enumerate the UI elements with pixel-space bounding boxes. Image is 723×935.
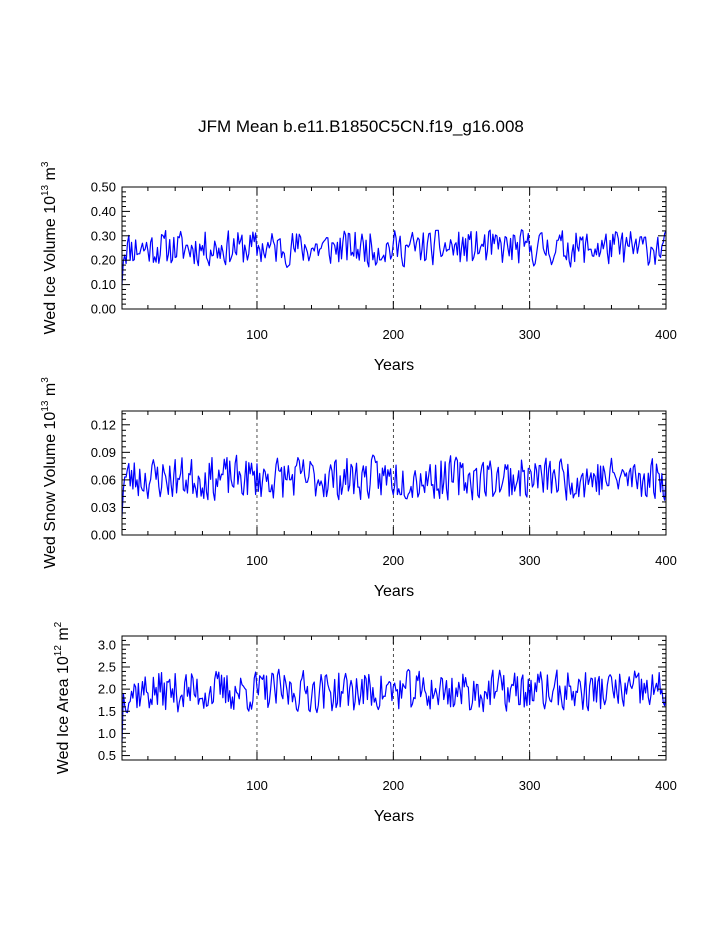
- y-tick-label: 0.20: [91, 253, 116, 268]
- y-label-unit: m: [42, 383, 59, 401]
- y-axis-label: Wed Snow Volume 1013 m3: [40, 377, 59, 569]
- y-label-unit-exp: 3: [40, 161, 51, 167]
- x-tick-label: 300: [519, 327, 541, 342]
- y-tick-label: 0.00: [91, 528, 116, 543]
- y-tick-label: 0.10: [91, 277, 116, 292]
- y-label-prefix: Wed Ice Area 10: [55, 656, 72, 774]
- y-tick-label: 0.50: [91, 180, 116, 195]
- figure-title: JFM Mean b.e11.B1850C5CN.f19_g16.008: [198, 117, 524, 136]
- y-label-prefix: Wed Ice Volume 10: [42, 196, 59, 335]
- y-tick-label: 0.5: [98, 748, 116, 763]
- y-tick-label: 0.40: [91, 204, 116, 219]
- x-tick-label: 400: [655, 327, 677, 342]
- plot-frame: [121, 186, 667, 310]
- y-tick-label: 0.03: [91, 500, 116, 515]
- y-axis-label: Wed Ice Area 1012 m2: [53, 621, 72, 774]
- y-tick-label: 0.00: [91, 302, 116, 317]
- panel-snow-volume: 0.00 0.03 0.06 0.09 0.12 100 200 300 400 Years Wed…: [40, 377, 677, 600]
- panel-ice-volume: 0.00 0.10 0.20 0.30 0.40 0.50 100 200 300 400 Year…: [40, 161, 677, 374]
- y-tick-label: 1.0: [98, 726, 116, 741]
- x-tick-label: 300: [519, 778, 541, 793]
- y-label-unit-exp: 3: [40, 377, 51, 383]
- x-axis-label: Years: [374, 583, 414, 600]
- y-tick-label: 0.06: [91, 472, 116, 487]
- x-tick-label: 200: [382, 553, 404, 568]
- y-tick-label: 0.30: [91, 228, 116, 243]
- plot-frame: [121, 410, 667, 536]
- y-tick-label: 0.09: [91, 445, 116, 460]
- series-line: [121, 668, 667, 743]
- x-tick-label: 100: [246, 553, 268, 568]
- series-line: [121, 454, 667, 517]
- y-label-unit: m: [42, 167, 59, 185]
- x-tick-label: 200: [382, 778, 404, 793]
- x-tick-label: 200: [382, 327, 404, 342]
- x-tick-label: 300: [519, 553, 541, 568]
- y-tick-label: 1.5: [98, 704, 116, 719]
- panel-ice-area: 0.5 1.0 1.5 2.0 2.5 3.0 100 200 300 400 Years Wed I…: [53, 621, 677, 825]
- y-label-exp: 13: [40, 184, 51, 196]
- y-tick-label: 3.0: [98, 637, 116, 652]
- x-tick-label: 400: [655, 553, 677, 568]
- y-label-exp: 13: [40, 400, 51, 412]
- plot-frame: [121, 635, 667, 761]
- y-tick-label: 0.12: [91, 417, 116, 432]
- x-tick-label: 400: [655, 778, 677, 793]
- x-axis-label: Years: [374, 808, 414, 825]
- y-label-unit-exp: 2: [53, 621, 64, 627]
- y-tick-label: 2.0: [98, 682, 116, 697]
- x-axis-label: Years: [374, 357, 414, 374]
- series-line: [121, 229, 667, 285]
- y-label-unit: m: [55, 627, 72, 645]
- y-label-prefix: Wed Snow Volume 10: [42, 412, 59, 569]
- y-axis-label: Wed Ice Volume 1013 m3: [40, 161, 59, 334]
- x-tick-label: 100: [246, 778, 268, 793]
- x-tick-label: 100: [246, 327, 268, 342]
- y-tick-label: 2.5: [98, 660, 116, 675]
- y-label-exp: 12: [53, 645, 64, 657]
